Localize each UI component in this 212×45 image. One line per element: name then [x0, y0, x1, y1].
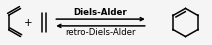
- Text: +: +: [24, 18, 33, 27]
- Text: retro-Diels-Alder: retro-Diels-Alder: [65, 28, 136, 37]
- Text: Diels-Alder: Diels-Alder: [74, 8, 127, 17]
